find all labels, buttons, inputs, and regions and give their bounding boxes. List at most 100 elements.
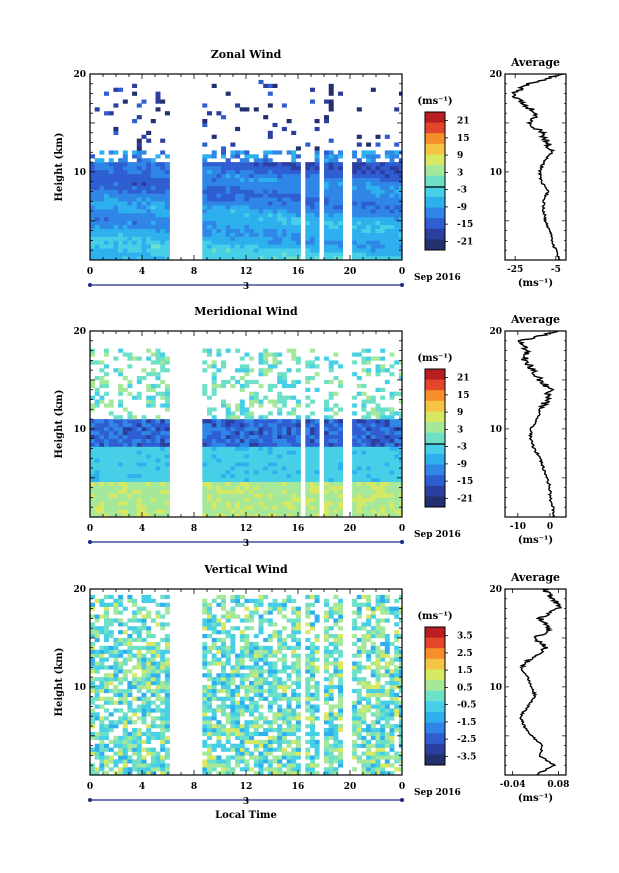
heatmap-cell — [389, 391, 395, 396]
heatmap-cell — [384, 473, 390, 479]
heatmap-cell — [150, 372, 156, 377]
heatmap-cell — [277, 442, 283, 447]
heatmap-cell — [249, 598, 255, 603]
heatmap-cell — [230, 466, 236, 471]
heatmap-cell — [253, 724, 259, 729]
heatmap-cell — [361, 205, 367, 210]
heatmap-cell — [272, 716, 278, 721]
heatmap-cell — [90, 688, 95, 694]
heatmap-cell — [216, 177, 222, 182]
heatmap-cell — [277, 181, 283, 186]
heatmap-cell — [305, 622, 311, 627]
heatmap-cell — [108, 767, 114, 772]
heatmap-cell — [258, 669, 264, 674]
heatmap-cell — [291, 205, 297, 210]
heatmap-cell — [211, 708, 217, 713]
heatmap-cell — [211, 248, 217, 253]
heatmap-cell — [99, 442, 105, 447]
colorbar-swatch — [425, 475, 445, 487]
heatmap-cell — [361, 509, 367, 514]
heatmap-cell — [164, 669, 170, 674]
heatmap-cell — [277, 360, 283, 365]
heatmap-cell — [127, 411, 133, 416]
heatmap-cell — [202, 708, 208, 713]
heatmap-cell — [127, 681, 133, 686]
heatmap-cell — [314, 462, 320, 467]
heatmap-cell — [295, 684, 301, 690]
heatmap-cell — [305, 454, 311, 459]
heatmap-cell — [221, 244, 226, 249]
heatmap-cell — [230, 454, 236, 459]
heatmap-cell — [211, 236, 217, 241]
heatmap-cell — [94, 201, 100, 206]
profile-frame — [504, 330, 567, 518]
heatmap-cell — [164, 692, 170, 697]
heatmap-cell — [127, 185, 133, 190]
heatmap-cell — [249, 688, 255, 694]
heatmap-cell — [253, 236, 259, 241]
heatmap-cell — [235, 598, 241, 603]
heatmap-cell — [338, 434, 343, 439]
heatmap-cell — [207, 485, 212, 490]
heatmap-cell — [389, 497, 395, 502]
heatmap-cell — [380, 220, 386, 225]
heatmap-cell — [310, 743, 315, 748]
heatmap-cell — [380, 454, 386, 459]
heatmap-cell — [253, 473, 259, 479]
heatmap-cell — [352, 177, 358, 182]
heatmap-cell — [361, 356, 367, 361]
heatmap-cell — [333, 513, 339, 518]
heatmap-cell — [221, 213, 226, 218]
heatmap-cell — [202, 220, 208, 225]
heatmap-cell — [366, 411, 372, 416]
heatmap-cell — [99, 661, 105, 666]
heatmap-cell — [281, 423, 287, 428]
heatmap-cell — [361, 348, 367, 353]
heatmap-cell — [113, 759, 119, 764]
heatmap-cell — [258, 743, 264, 748]
heatmap-cell — [356, 173, 362, 179]
heatmap-cell — [389, 430, 395, 436]
heatmap-cell — [281, 458, 287, 463]
heatmap-cell — [272, 213, 278, 218]
heatmap-cell — [94, 497, 100, 502]
heatmap-cell — [394, 462, 400, 467]
heatmap-cell — [398, 470, 403, 475]
heatmap-cell — [253, 399, 259, 404]
heatmap-cell — [225, 767, 231, 772]
heatmap-cell — [132, 442, 138, 447]
heatmap-cell — [141, 189, 147, 194]
heatmap-cell — [338, 228, 343, 233]
heatmap-cell — [361, 216, 367, 222]
heatmap-cell — [155, 731, 161, 737]
heatmap-cell — [216, 728, 222, 733]
heatmap-cell — [90, 493, 95, 498]
heatmap-cell — [150, 724, 156, 729]
heatmap-cell — [104, 614, 109, 619]
heatmap-cell — [202, 244, 208, 249]
heatmap-cell — [216, 450, 222, 455]
heatmap-cell — [160, 193, 166, 198]
heatmap-cell — [155, 489, 161, 494]
heatmap-cell — [221, 473, 226, 479]
heatmap-cell — [314, 162, 320, 167]
heatmap-cell — [235, 193, 241, 198]
heatmap-cell — [310, 509, 315, 514]
heatmap-cell — [136, 138, 142, 143]
heatmap-cell — [108, 411, 114, 416]
heatmap-cell — [202, 454, 208, 459]
heatmap-cell — [291, 423, 297, 428]
heatmap-cell — [104, 458, 109, 463]
heatmap-cell — [146, 224, 152, 229]
heatmap-cell — [272, 193, 278, 198]
heatmap-cell — [277, 462, 283, 467]
heatmap-cell — [235, 419, 241, 424]
heatmap-cell — [127, 426, 133, 432]
heatmap-cell — [141, 462, 147, 467]
profile-title: Average — [510, 313, 560, 326]
heatmap-cell — [155, 91, 161, 96]
heatmap-cell — [361, 169, 367, 175]
heatmap-cell — [272, 473, 278, 479]
heatmap-cell — [202, 700, 208, 705]
